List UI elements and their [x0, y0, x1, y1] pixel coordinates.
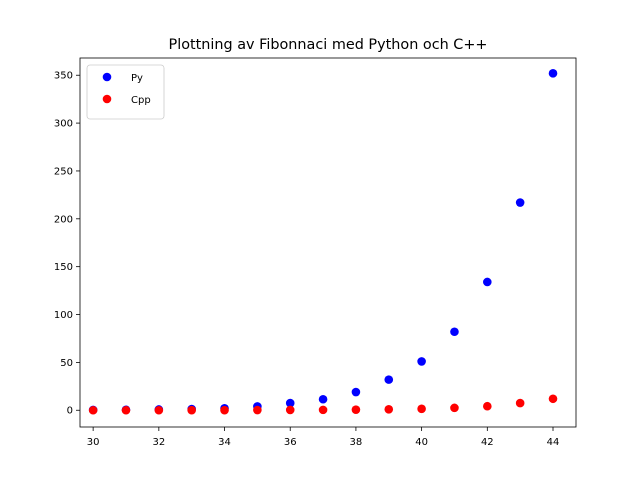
y-tick-label: 150 — [54, 262, 73, 273]
data-point-py — [483, 277, 492, 287]
y-tick-label: 100 — [54, 310, 73, 321]
data-point-cpp — [220, 405, 229, 415]
data-point-py — [318, 394, 328, 404]
y-tick-label: 0 — [67, 406, 73, 417]
data-point-cpp — [285, 405, 295, 415]
data-point-cpp — [318, 405, 328, 415]
y-tick-label: 250 — [54, 166, 73, 177]
data-point-cpp — [121, 405, 131, 415]
data-point-cpp — [417, 404, 426, 414]
data-point-py — [548, 69, 558, 78]
y-tick-label: 350 — [54, 71, 73, 82]
legend: Py Cpp — [86, 64, 165, 120]
y-tick-label: 50 — [60, 358, 73, 369]
legend-marker-py — [102, 72, 112, 82]
legend-label-py: Py — [131, 73, 143, 84]
data-point-cpp — [351, 405, 361, 414]
y-tick-label: 300 — [54, 119, 73, 130]
x-tick-label: 42 — [481, 437, 494, 448]
legend-box — [86, 64, 165, 120]
data-point-py — [384, 375, 394, 384]
data-point-cpp — [88, 405, 98, 415]
x-tick-label: 36 — [284, 437, 297, 448]
series-cpp — [88, 394, 558, 415]
x-tick-label: 34 — [218, 437, 231, 448]
legend-label-cpp: Cpp — [131, 95, 151, 106]
legend-marker-cpp — [102, 94, 112, 104]
data-point-cpp — [515, 398, 525, 408]
data-point-cpp — [187, 405, 196, 415]
data-point-cpp — [154, 405, 164, 415]
plot-axes: 30 32 34 36 38 40 42 44 0 50 100 150 200 250 300 350 — [54, 57, 577, 448]
x-tick-label: 38 — [350, 437, 363, 448]
data-point-py — [417, 357, 426, 366]
data-point-py — [515, 198, 525, 207]
data-point-cpp — [450, 403, 459, 413]
data-point-py — [450, 327, 459, 337]
y-tick-label: 200 — [54, 214, 73, 225]
chart-title: Plottning av Fibonnaci med Python och C+… — [169, 37, 488, 53]
data-point-py — [285, 398, 295, 408]
data-point-cpp — [548, 394, 558, 404]
x-tick-label: 44 — [547, 437, 560, 448]
data-point-cpp — [483, 401, 492, 411]
data-point-cpp — [253, 405, 262, 415]
x-tick-label: 32 — [152, 437, 165, 448]
axes-frame — [79, 57, 577, 428]
x-tick-label: 30 — [87, 437, 100, 448]
data-point-cpp — [384, 404, 394, 414]
x-tick-label: 40 — [415, 437, 428, 448]
data-point-py — [351, 387, 361, 397]
